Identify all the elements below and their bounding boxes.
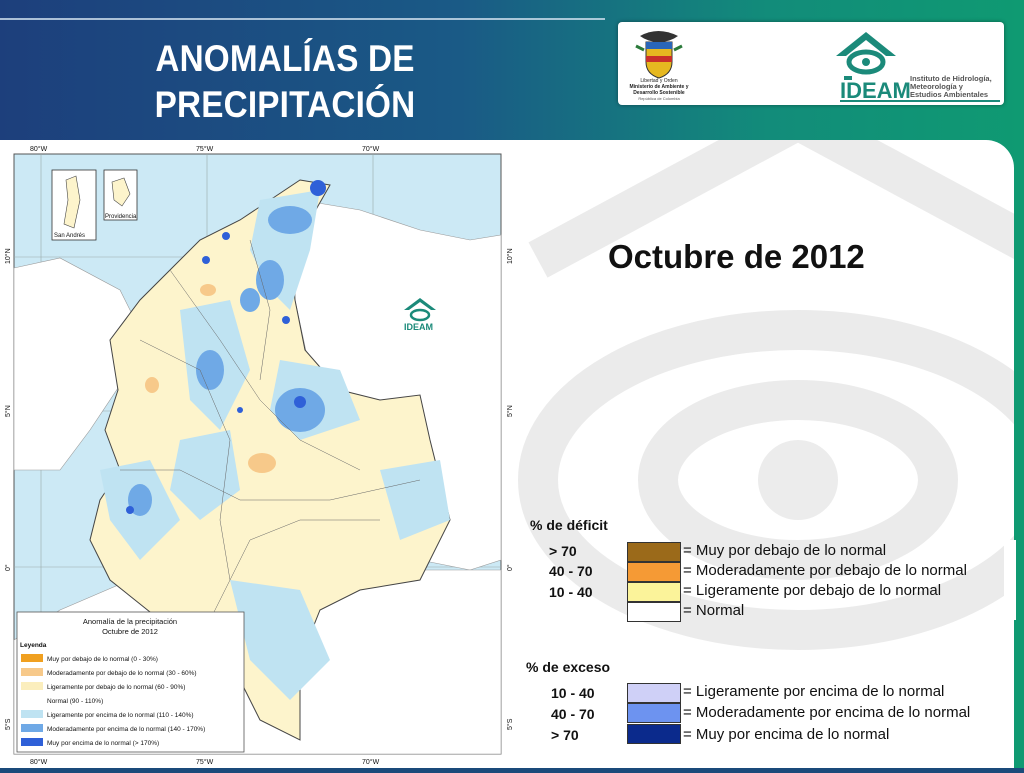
legend-band — [1004, 540, 1016, 620]
map-legend-header: Leyenda — [20, 642, 47, 649]
deficit-title: % de déficit — [530, 517, 608, 533]
map-legend-item-5: Ligeramente por encima de lo normal (110… — [47, 712, 194, 719]
title-line-1: ANOMALÍAS DE — [155, 38, 415, 79]
map-legend-item-2: Moderadamente por debajo de lo normal (3… — [47, 670, 197, 677]
swatch-deficit-moderate — [627, 562, 681, 582]
map-legend-swatch-7 — [21, 738, 43, 746]
anomaly-map: San Andrés Providencia IDEAM 80°W 75°W 7… — [0, 140, 515, 768]
lon-label-80w: 80°W — [30, 145, 48, 153]
map-legend-title-2: Octubre de 2012 — [102, 627, 158, 636]
map-legend-swatch-6 — [21, 724, 43, 732]
logos-svg: Libertad y Orden Ministerio de Ambiente … — [630, 31, 1000, 103]
map-legend-item-4: Normal (90 - 110%) — [47, 698, 103, 705]
deficit-range-3: 10 - 40 — [549, 584, 593, 600]
lat-label-5n: 5°N — [4, 405, 12, 417]
watermark-icon — [518, 140, 1014, 650]
slide-title: ANOMALÍAS DE PRECIPITACIÓN — [137, 36, 434, 128]
map-legend-item-7: Muy por encima de lo normal (> 170%) — [47, 740, 159, 747]
deficit-label-4: = Normal — [683, 602, 745, 619]
ideam-logo-text: IDEAM — [840, 78, 911, 103]
content-panel — [498, 140, 1014, 768]
ministry-line-2: Ministerio de Ambiente y — [630, 84, 689, 90]
map-legend-swatch-4 — [21, 696, 43, 704]
ministry-line-4: República de Colombia — [638, 96, 680, 101]
map-legend-item-3: Ligeramente por debajo de lo normal (60 … — [47, 684, 185, 691]
excess-title: % de exceso — [526, 659, 611, 675]
swatch-excess-light — [627, 683, 681, 703]
map-legend-swatch-3 — [21, 682, 43, 690]
swatch-deficit-light — [627, 582, 681, 602]
ministry-line-3: Desarrollo Sostenible — [633, 90, 685, 96]
lat-label-5n-right: 5°N — [506, 405, 514, 417]
lat-label-5s: 5°S — [4, 718, 12, 730]
map-legend-item-1: Muy por debajo de lo normal (0 - 30%) — [47, 656, 158, 663]
map-legend-title-1: Anomalía de la precipitación — [83, 617, 177, 626]
ideam-line-2: Meteorología y — [910, 82, 964, 91]
ideam-line-1: Instituto de Hidrología, — [910, 74, 992, 83]
excess-label-3: = Muy por encima de lo normal — [683, 726, 890, 743]
deficit-range-2: 40 - 70 — [549, 563, 593, 579]
inset-providencia-label: Providencia — [105, 214, 137, 220]
excess-range-2: 40 - 70 — [551, 706, 595, 722]
logos-banner: Libertad y Orden Ministerio de Ambiente … — [618, 22, 1004, 105]
deficit-label-1: = Muy por debajo de lo normal — [683, 542, 887, 559]
map-ideam-text: IDEAM — [404, 322, 433, 332]
report-date: Octubre de 2012 — [608, 238, 865, 275]
ideam-line-3: Estudios Ambientales — [910, 90, 988, 99]
high-excess-areas — [126, 180, 326, 514]
lat-label-0: 0° — [4, 564, 12, 571]
map-legend-item-6: Moderadamente por encima de lo normal (1… — [47, 726, 205, 733]
moderate-excess-areas — [128, 206, 325, 516]
ideam-logo-icon — [836, 32, 896, 80]
header-rule — [0, 18, 605, 20]
deficit-label-3: = Ligeramente por debajo de lo normal — [683, 582, 942, 599]
swatch-deficit-high — [627, 542, 681, 562]
map-legend-swatch-2 — [21, 668, 43, 676]
deficit-label-2: = Moderadamente por debajo de lo normal — [683, 562, 967, 579]
lon-label-70w-bottom: 70°W — [362, 758, 380, 766]
map-legend-swatch-1 — [21, 654, 43, 662]
lon-label-80w-bottom: 80°W — [30, 758, 48, 766]
lat-label-10n: 10°N — [4, 248, 12, 264]
swatch-excess-high — [627, 724, 681, 744]
lat-label-0-right: 0° — [506, 564, 514, 571]
ministry-line-1: Libertad y Orden — [640, 78, 677, 84]
lat-label-5s-right: 5°S — [506, 718, 514, 730]
lon-label-75w: 75°W — [196, 145, 214, 153]
coat-of-arms-icon — [635, 31, 683, 79]
title-line-2: PRECIPITACIÓN — [154, 84, 416, 125]
lat-label-10n-right: 10°N — [506, 248, 514, 264]
map-svg: San Andrés Providencia IDEAM 80°W 75°W 7… — [4, 145, 514, 766]
map-ideam-icon — [404, 298, 436, 322]
lon-label-75w-bottom: 75°W — [196, 758, 214, 766]
inset-san-andres-label: San Andrés — [54, 233, 85, 239]
deficit-range-1: > 70 — [549, 543, 577, 559]
excess-range-3: > 70 — [551, 727, 579, 743]
map-legend-swatch-5 — [21, 710, 43, 718]
swatch-excess-moderate — [627, 703, 681, 723]
map-legend-box — [16, 611, 245, 753]
excess-label-1: = Ligeramente por encima de lo normal — [683, 683, 945, 700]
department-borders — [120, 239, 421, 621]
excess-range-1: 10 - 40 — [551, 685, 595, 701]
moderate-deficit-areas — [145, 284, 276, 473]
swatch-normal — [627, 602, 681, 622]
excess-label-2: = Moderadamente por encima de lo normal — [683, 704, 971, 721]
lon-label-70w: 70°W — [362, 145, 380, 153]
